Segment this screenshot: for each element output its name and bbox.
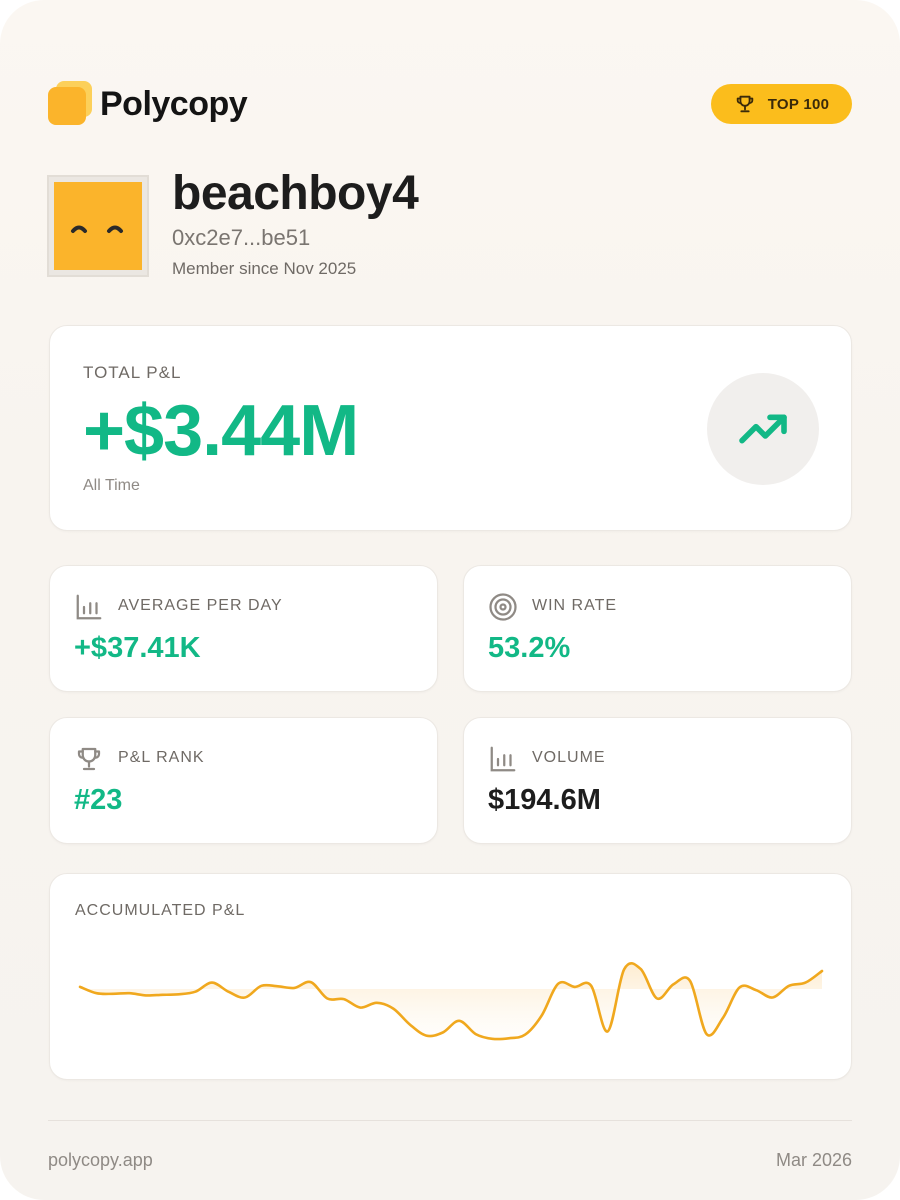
total-pnl-label: TOTAL P&L bbox=[83, 363, 182, 382]
stat-label: AVERAGE PER DAY bbox=[118, 597, 283, 614]
username: beachboy4 bbox=[172, 167, 419, 220]
stat-value: +$37.41K bbox=[74, 632, 201, 664]
avatar bbox=[47, 175, 149, 277]
stat-label: VOLUME bbox=[532, 749, 606, 766]
stat-win-rate: WIN RATE 53.2% bbox=[463, 565, 852, 692]
trophy-icon bbox=[77, 747, 101, 771]
target-icon bbox=[489, 593, 517, 621]
member-since: Member since Nov 2025 bbox=[172, 259, 357, 278]
stat-label: WIN RATE bbox=[532, 597, 618, 614]
stat-volume: VOLUME $194.6M bbox=[463, 717, 852, 844]
accumulated-pnl-chart: ACCUMULATED P&L bbox=[49, 873, 852, 1080]
brand: Polycopy bbox=[48, 80, 248, 128]
stat-average-per-day: AVERAGE PER DAY +$37.41K bbox=[49, 565, 438, 692]
stat-value: #23 bbox=[74, 784, 123, 816]
total-pnl-period: All Time bbox=[83, 477, 140, 494]
top-100-badge: TOP 100 bbox=[711, 84, 852, 124]
stat-value: 53.2% bbox=[488, 632, 571, 664]
stat-pnl-rank: P&L RANK #23 bbox=[49, 717, 438, 844]
pnl-series-line bbox=[78, 962, 824, 1041]
bar-chart-icon bbox=[76, 594, 102, 620]
pnl-chart-canvas bbox=[78, 962, 824, 1041]
total-pnl-value: +$3.44M bbox=[83, 391, 359, 471]
footer-divider bbox=[48, 1120, 852, 1121]
polycopy-logo-icon bbox=[48, 81, 94, 127]
sleepy-face-icon bbox=[71, 225, 123, 233]
total-pnl-card: TOTAL P&L +$3.44M All Time bbox=[49, 325, 852, 531]
stat-label: P&L RANK bbox=[118, 749, 205, 766]
stat-value: $194.6M bbox=[488, 784, 601, 816]
chart-title: ACCUMULATED P&L bbox=[75, 902, 246, 919]
footer-date: Mar 2026 bbox=[775, 1150, 852, 1170]
brand-name: Polycopy bbox=[100, 84, 248, 123]
wallet-address: 0xc2e7...be51 bbox=[172, 225, 311, 250]
footer-site: polycopy.app bbox=[48, 1150, 153, 1170]
trend-badge bbox=[707, 373, 819, 485]
pnl-area-fill bbox=[80, 963, 822, 1040]
badge-label: TOP 100 bbox=[767, 95, 830, 113]
trending-up-icon bbox=[739, 414, 787, 444]
trophy-icon bbox=[736, 95, 753, 113]
bar-chart-icon bbox=[490, 746, 516, 772]
